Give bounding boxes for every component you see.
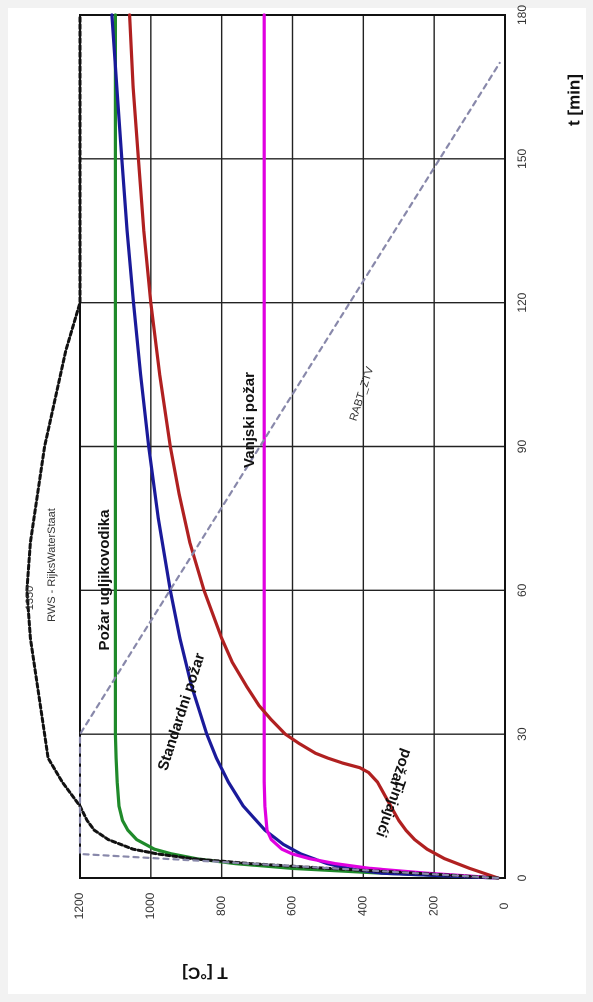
time-tick-label-150: 150 (515, 149, 529, 169)
series-line-4 (25, 13, 500, 880)
time-tick-label-30: 30 (515, 727, 529, 741)
label-1350: 1350 (24, 586, 36, 610)
grid (79, 14, 506, 879)
temp-tick-label-200: 200 (426, 896, 440, 916)
time-tick-label-90: 90 (515, 440, 529, 454)
plot-frame (79, 14, 506, 879)
time-tick-label-180: 180 (515, 5, 529, 25)
series-line-3 (128, 13, 500, 880)
time-tick-label-120: 120 (515, 292, 529, 312)
temp-tick-label-0: 0 (497, 902, 511, 909)
label-pozar-ugljikovodika: Požar ugljikovodika (96, 509, 113, 651)
figure-area (8, 8, 586, 994)
label-rws: RWS - RijksWaterStaat (46, 508, 58, 622)
time-tick-label-0: 0 (515, 874, 529, 881)
time-tick-label-60: 60 (515, 583, 529, 597)
series-line-2 (262, 13, 500, 880)
temp-tick-label-1200: 1200 (72, 892, 86, 919)
x-axis-title: t [min] (564, 74, 583, 126)
tick-labels: 0 30 60 90 120 150 180 0 200 400 600 800 1000 1200 (72, 5, 529, 920)
y-axis-title: T [°C] (182, 964, 228, 983)
temp-tick-label-800: 800 (214, 896, 228, 916)
series-line-5 (78, 61, 501, 880)
temp-tick-label-400: 400 (356, 896, 370, 916)
temp-tick-label-600: 600 (285, 896, 299, 916)
series-group (25, 13, 501, 880)
label-vanjski-pozar: Vanjski požar (241, 372, 258, 468)
temp-tick-label-1000: 1000 (143, 892, 157, 919)
